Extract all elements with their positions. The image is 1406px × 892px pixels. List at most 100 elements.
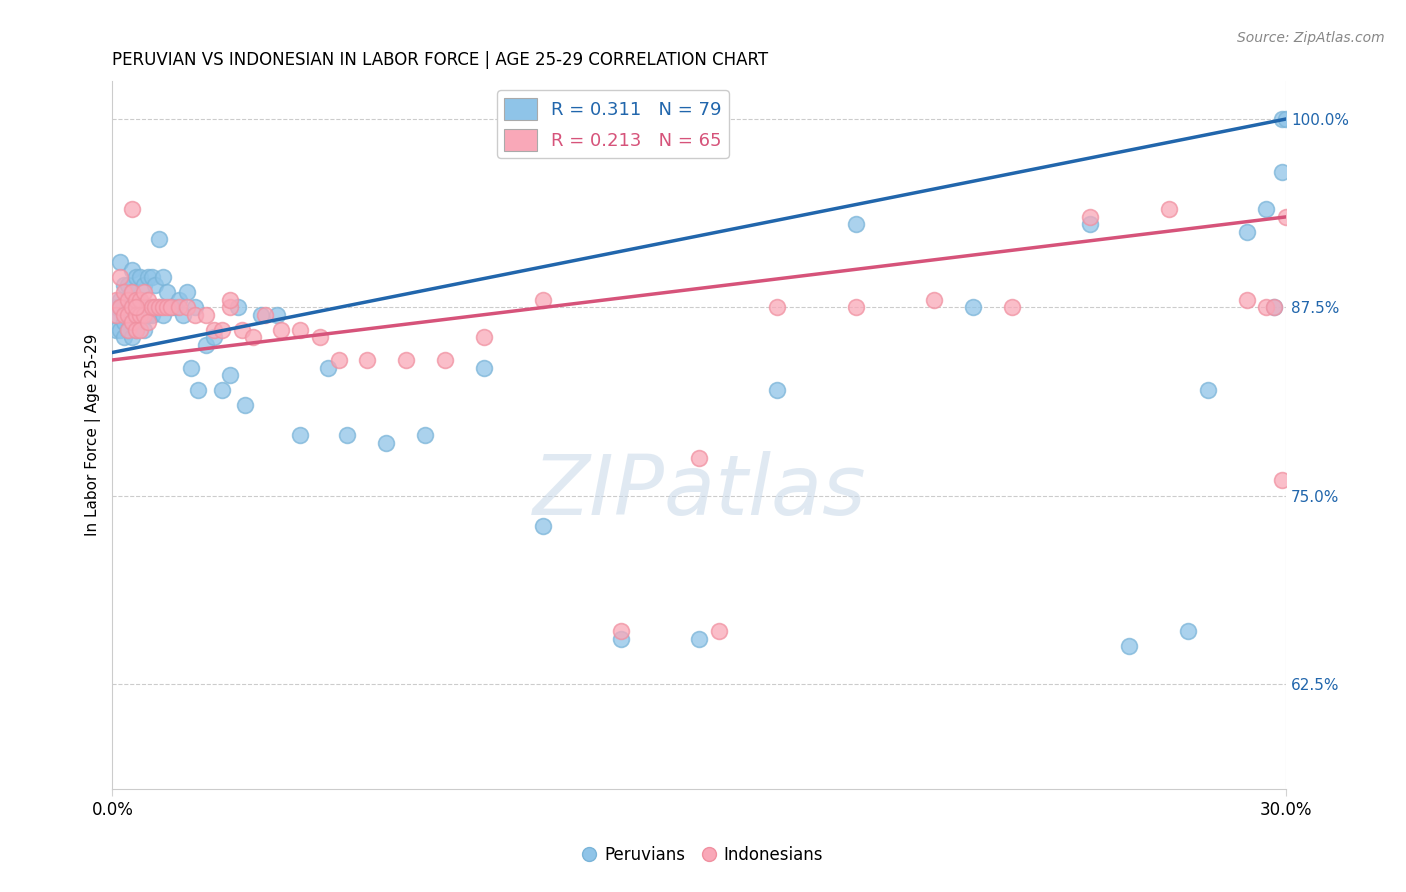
Point <box>433 353 456 368</box>
Point <box>415 428 437 442</box>
Point <box>176 285 198 300</box>
Point <box>766 300 789 314</box>
Point <box>121 330 143 344</box>
Point <box>117 277 139 292</box>
Point <box>141 300 163 314</box>
Point <box>316 360 339 375</box>
Point <box>845 300 868 314</box>
Point <box>288 323 311 337</box>
Point <box>156 300 179 314</box>
Point <box>117 323 139 337</box>
Point <box>125 323 148 337</box>
Point <box>610 624 633 638</box>
Point <box>160 300 183 314</box>
Point <box>328 353 350 368</box>
Point <box>112 330 135 344</box>
Point <box>152 300 174 314</box>
Point <box>136 270 159 285</box>
Point <box>121 202 143 217</box>
Point <box>1236 225 1258 239</box>
Point <box>1256 300 1278 314</box>
Y-axis label: In Labor Force | Age 25-29: In Labor Force | Age 25-29 <box>86 334 101 536</box>
Point <box>105 323 128 337</box>
Point <box>117 293 139 307</box>
Point <box>110 255 132 269</box>
Point <box>112 277 135 292</box>
Point <box>121 262 143 277</box>
Point <box>1236 293 1258 307</box>
Point <box>1256 202 1278 217</box>
Point <box>128 323 150 337</box>
Point <box>472 360 495 375</box>
Point <box>132 277 155 292</box>
Point <box>288 428 311 442</box>
Point <box>1080 218 1102 232</box>
Point <box>472 330 495 344</box>
Point <box>156 285 179 300</box>
Point <box>167 293 190 307</box>
Point <box>176 300 198 314</box>
Point <box>231 323 253 337</box>
Legend: R = 0.311   N = 79, R = 0.213   N = 65: R = 0.311 N = 79, R = 0.213 N = 65 <box>496 90 728 158</box>
Point <box>211 383 233 397</box>
Point <box>125 308 148 322</box>
Point <box>1271 474 1294 488</box>
Point <box>211 323 233 337</box>
Point <box>125 270 148 285</box>
Point <box>336 428 359 442</box>
Point <box>167 300 190 314</box>
Point <box>242 330 264 344</box>
Point <box>707 624 730 638</box>
Point <box>183 300 205 314</box>
Point <box>1080 210 1102 224</box>
Point <box>688 450 710 465</box>
Point <box>128 293 150 307</box>
Point <box>132 300 155 314</box>
Point <box>531 518 554 533</box>
Point <box>1263 300 1285 314</box>
Point <box>132 308 155 322</box>
Point <box>121 300 143 314</box>
Point <box>195 338 218 352</box>
Point <box>218 293 240 307</box>
Point <box>202 330 225 344</box>
Point <box>1275 210 1298 224</box>
Point <box>395 353 418 368</box>
Point <box>375 435 398 450</box>
Point <box>1118 639 1140 653</box>
Point <box>121 300 143 314</box>
Point <box>148 300 170 314</box>
Point <box>218 368 240 382</box>
Point <box>128 293 150 307</box>
Point <box>121 315 143 329</box>
Point <box>128 308 150 322</box>
Point <box>112 315 135 329</box>
Point <box>922 293 945 307</box>
Point <box>105 293 128 307</box>
Point <box>1157 202 1180 217</box>
Point <box>845 218 868 232</box>
Point <box>136 315 159 329</box>
Point <box>962 300 984 314</box>
Point <box>202 323 225 337</box>
Point <box>105 308 128 322</box>
Point <box>105 300 128 314</box>
Point <box>148 232 170 246</box>
Point <box>253 308 276 322</box>
Point <box>145 277 167 292</box>
Point <box>125 308 148 322</box>
Point <box>121 285 143 300</box>
Point <box>308 330 330 344</box>
Point <box>1197 383 1219 397</box>
Point <box>125 323 148 337</box>
Point <box>132 323 155 337</box>
Point <box>148 300 170 314</box>
Point <box>187 383 209 397</box>
Point <box>112 285 135 300</box>
Point <box>117 293 139 307</box>
Point <box>110 323 132 337</box>
Point <box>112 300 135 314</box>
Point <box>121 285 143 300</box>
Point <box>141 308 163 322</box>
Point <box>125 293 148 307</box>
